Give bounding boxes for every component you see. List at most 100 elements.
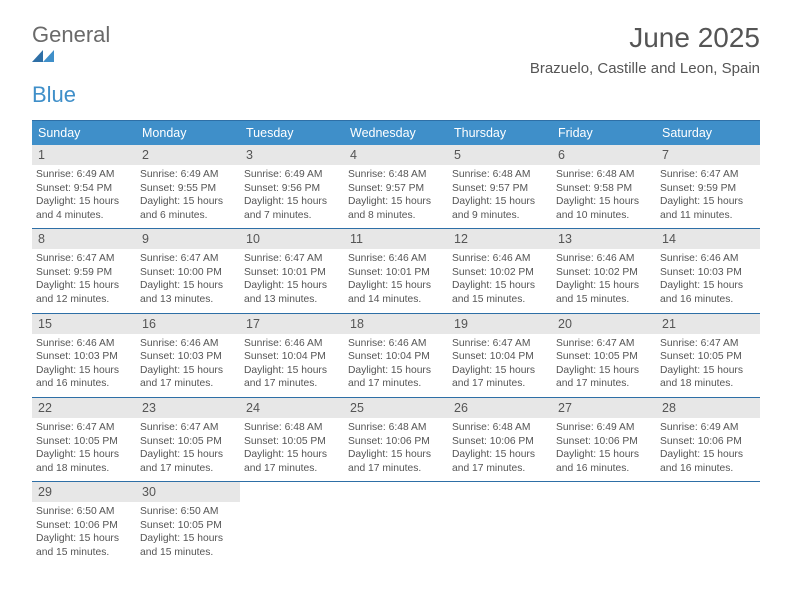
day-number-bar: 26 [448,398,552,418]
calendar-day: 12Sunrise: 6:46 AMSunset: 10:02 PMDaylig… [448,229,552,312]
daylight-text: Daylight: 15 hours [452,195,548,209]
calendar-day: 19Sunrise: 6:47 AMSunset: 10:04 PMDaylig… [448,314,552,397]
weekday-header: Sunday [32,121,136,145]
sunrise-text: Sunrise: 6:48 AM [348,421,444,435]
calendar-day [240,482,344,565]
daylight-text: Daylight: 15 hours [140,279,236,293]
page-subtitle: Brazuelo, Castille and Leon, Spain [530,60,760,77]
sunset-text: Sunset: 10:01 PM [348,266,444,280]
weekday-header: Tuesday [240,121,344,145]
sunrise-text: Sunrise: 6:47 AM [140,421,236,435]
calendar-day: 27Sunrise: 6:49 AMSunset: 10:06 PMDaylig… [552,398,656,481]
daylight-text: and 13 minutes. [140,293,236,307]
sunrise-text: Sunrise: 6:49 AM [556,421,652,435]
day-number: 18 [350,317,442,331]
sunrise-text: Sunrise: 6:49 AM [36,168,132,182]
daylight-text: Daylight: 15 hours [348,448,444,462]
day-number-bar: 29 [32,482,136,502]
day-number-bar: 1 [32,145,136,165]
sunrise-text: Sunrise: 6:46 AM [660,252,756,266]
day-number-bar: 20 [552,314,656,334]
daylight-text: and 12 minutes. [36,293,132,307]
daylight-text: Daylight: 15 hours [348,195,444,209]
day-number: 3 [246,148,338,162]
daylight-text: and 11 minutes. [660,209,756,223]
logo-mark-icon [32,48,110,64]
daylight-text: and 17 minutes. [348,462,444,476]
sunset-text: Sunset: 10:04 PM [348,350,444,364]
day-number: 14 [662,232,754,246]
weekday-header: Friday [552,121,656,145]
sunset-text: Sunset: 10:05 PM [140,519,236,533]
day-number: 25 [350,401,442,415]
sunset-text: Sunset: 10:06 PM [660,435,756,449]
sunset-text: Sunset: 10:06 PM [36,519,132,533]
sunrise-text: Sunrise: 6:46 AM [348,252,444,266]
day-number: 28 [662,401,754,415]
day-number: 11 [350,232,442,246]
sunrise-text: Sunrise: 6:50 AM [36,505,132,519]
sunset-text: Sunset: 10:02 PM [556,266,652,280]
daylight-text: Daylight: 15 hours [244,448,340,462]
sunrise-text: Sunrise: 6:49 AM [140,168,236,182]
day-number-bar: 15 [32,314,136,334]
daylight-text: and 6 minutes. [140,209,236,223]
weekday-header: Thursday [448,121,552,145]
calendar-day: 14Sunrise: 6:46 AMSunset: 10:03 PMDaylig… [656,229,760,312]
calendar-day: 10Sunrise: 6:47 AMSunset: 10:01 PMDaylig… [240,229,344,312]
daylight-text: and 17 minutes. [452,377,548,391]
sunset-text: Sunset: 10:05 PM [244,435,340,449]
sunrise-text: Sunrise: 6:47 AM [140,252,236,266]
header: General Blue June 2025 Brazuelo, Castill… [0,0,792,112]
daylight-text: and 16 minutes. [36,377,132,391]
daylight-text: and 15 minutes. [452,293,548,307]
sunrise-text: Sunrise: 6:50 AM [140,505,236,519]
day-number: 17 [246,317,338,331]
weekday-header: Wednesday [344,121,448,145]
daylight-text: and 16 minutes. [556,462,652,476]
daylight-text: and 7 minutes. [244,209,340,223]
daylight-text: and 16 minutes. [660,293,756,307]
day-number-bar: 3 [240,145,344,165]
day-number: 16 [142,317,234,331]
calendar-day: 30Sunrise: 6:50 AMSunset: 10:05 PMDaylig… [136,482,240,565]
calendar-day: 24Sunrise: 6:48 AMSunset: 10:05 PMDaylig… [240,398,344,481]
daylight-text: Daylight: 15 hours [140,532,236,546]
daylight-text: Daylight: 15 hours [452,448,548,462]
daylight-text: Daylight: 15 hours [348,364,444,378]
daylight-text: and 13 minutes. [244,293,340,307]
calendar-day: 11Sunrise: 6:46 AMSunset: 10:01 PMDaylig… [344,229,448,312]
daylight-text: Daylight: 15 hours [36,195,132,209]
sunrise-text: Sunrise: 6:49 AM [660,421,756,435]
calendar-day: 18 Sunrise: 6:46 AMSunset: 10:04 PMDaylig… [344,314,448,397]
daylight-text: and 15 minutes. [556,293,652,307]
day-number: 12 [454,232,546,246]
day-number-bar: 8 [32,229,136,249]
day-number: 20 [558,317,650,331]
day-number-bar: 22 [32,398,136,418]
day-number-bar: 28 [656,398,760,418]
sunrise-text: Sunrise: 6:46 AM [348,337,444,351]
sunrise-text: Sunrise: 6:46 AM [140,337,236,351]
calendar-day: 7Sunrise: 6:47 AMSunset: 9:59 PMDaylight… [656,145,760,228]
sunset-text: Sunset: 10:03 PM [36,350,132,364]
day-number-bar: 25 [344,398,448,418]
day-number-bar: 11 [344,229,448,249]
calendar-week: 15 Sunrise: 6:46 AM Sunset: 10:03 PM Daylig… [32,314,760,398]
day-number-bar: 16 [136,314,240,334]
logo-general: General [32,22,110,47]
logo-blue: Blue [32,82,76,107]
sunrise-text: Sunrise: 6:46 AM [452,252,548,266]
sunset-text: Sunset: 10:05 PM [660,350,756,364]
sunset-text: Sunset: 10:02 PM [452,266,548,280]
daylight-text: and 17 minutes. [452,462,548,476]
daylight-text: Daylight: 15 hours [36,532,132,546]
daylight-text: Daylight: 15 hours [660,364,756,378]
sunrise-text: Sunrise: 6:49 AM [244,168,340,182]
calendar-day: 8Sunrise: 6:47 AMSunset: 9:59 PMDaylight… [32,229,136,312]
sunrise-text: Sunrise: 6:48 AM [348,168,444,182]
daylight-text: Daylight: 15 hours [140,448,236,462]
day-number-bar: 6 [552,145,656,165]
day-number: 22 [38,401,130,415]
calendar-week: 29Sunrise: 6:50 AMSunset: 10:06 PMDaylig… [32,482,760,565]
